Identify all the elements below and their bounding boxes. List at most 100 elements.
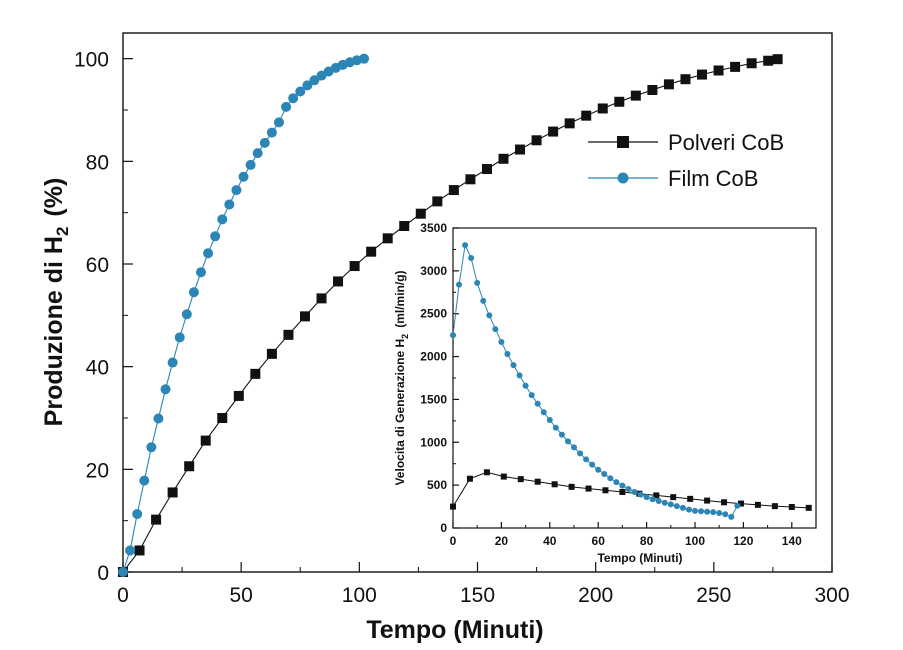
main-x-tick-label: 250 [696,584,731,607]
inset-series-layer [450,242,812,520]
inset-series-1-point [643,494,650,501]
inset-y-tick-label: 2000 [420,350,447,364]
inset-series-0-point [551,481,558,488]
inset-x-tick-label: 140 [782,534,802,548]
main-series-1-point [259,137,270,148]
legend-label-polveri: Polveri CoB [668,130,784,155]
main-series-0-point [382,233,393,244]
inset-x-tick-label: 60 [592,534,606,548]
main-series-0-point [233,390,244,401]
inset-series-1-point [716,510,723,516]
main-series-1-point [238,171,249,182]
main-series-0-point [432,196,443,207]
main-series-0-point [167,487,178,498]
inset-series-0-point [704,497,711,504]
inset-series-0-point [670,494,677,501]
inset-series-0-point [653,492,660,499]
inset-x-tick-label: 20 [495,534,509,548]
main-x-tick-label: 100 [342,584,377,607]
main-y-axis-title-text: Produzione di H [40,236,68,426]
inset-series-1-point [462,242,469,249]
inset-series-1-point [577,450,584,457]
inset-series-1-point [589,461,596,468]
main-series-1-point [231,185,242,196]
main-series-0-point [349,261,360,272]
inset-y-tick-label: 500 [427,478,447,492]
main-series-1-point [266,127,277,138]
inset-plot-frame [452,227,817,529]
inset-series-1-point [450,332,456,339]
main-y-tick-label: 40 [86,357,109,380]
inset-series-1-point [510,362,517,369]
inset-y-tick-label: 1500 [420,392,447,406]
inset-series-0-point [585,485,592,492]
main-series-0-point [663,79,674,90]
main-series-0-point [614,96,625,107]
main-y-tick-label: 20 [86,459,109,482]
inset-y-tick-label: 3500 [420,221,447,235]
main-series-0-point [597,103,608,114]
main-series-0-point [316,293,327,304]
main-y-axis-title-unit: (%) [40,178,68,217]
inset-y-axis-title-text: Velocita di Generazione H [393,339,407,486]
main-y-tick-label: 80 [86,151,109,174]
main-series-1-point [132,508,143,519]
main-series-0-point [333,276,344,287]
main-series-1-point [195,267,206,278]
main-series-0-point [151,514,162,525]
inset-series-1-point [649,496,656,503]
main-series-0-point [713,65,724,76]
main-series-0-point [697,69,708,80]
main-series-1-point [273,117,284,128]
main-series-0-point [481,164,492,175]
inset-series-1-point [534,400,541,407]
inset-y-tick-label: 1000 [420,435,447,449]
main-x-tick-label: 300 [814,584,849,607]
main-series-0-point [581,110,592,121]
inset-series-1-point [655,498,662,504]
inset-series-0-point [788,504,795,510]
inset-series-0-point [466,475,473,482]
main-series-0-point [730,61,741,72]
main-series-0-point [746,58,757,69]
inset-x-tick-label: 40 [543,534,557,548]
main-series-1-point [288,93,299,104]
inset-series-1-point [595,466,602,473]
inset-series-1-point [710,509,717,516]
inset-series-1-point [692,507,698,514]
main-series-1-point [302,80,313,91]
main-series-0-point [531,135,542,146]
main-series-0-point [283,329,294,340]
inset-series-0-point [721,499,728,506]
main-series-0-point [217,413,228,423]
inset-series-1-point [522,382,529,389]
legend-label-film: Film CoB [668,166,758,191]
inset-series-1-point [722,511,729,518]
main-series-0-point [200,435,211,446]
main-y-axis-title-subscript: 2 [53,227,72,236]
inset-series-line-0 [452,471,809,509]
main-series-1-point [281,101,292,112]
main-series-1-point [359,53,370,64]
inset-y-tick-label: 2500 [420,307,447,321]
inset-series-1-point [625,486,632,492]
inset-series-0-point [568,483,575,490]
main-series-0-point [299,311,310,322]
main-series-0-point [630,90,641,101]
inset-series-0-point [450,503,456,510]
main-x-tick-label: 0 [117,584,129,607]
inset-series-1-point [728,513,735,520]
inset-series-1-point [613,479,620,486]
inset-y-axis-title-subscript: 2 [400,334,410,339]
inset-series-1-point [456,281,463,288]
legend-marker-polveri [617,136,629,148]
inset-series-1-point [607,475,614,482]
inset-series-0-point [602,487,609,494]
inset-x-tick-label: 100 [685,534,705,548]
main-series-1-point [174,332,185,343]
inset-series-1-point [486,312,493,319]
main-y-tick-label: 100 [74,49,109,72]
inset-series-1-point [528,392,535,399]
